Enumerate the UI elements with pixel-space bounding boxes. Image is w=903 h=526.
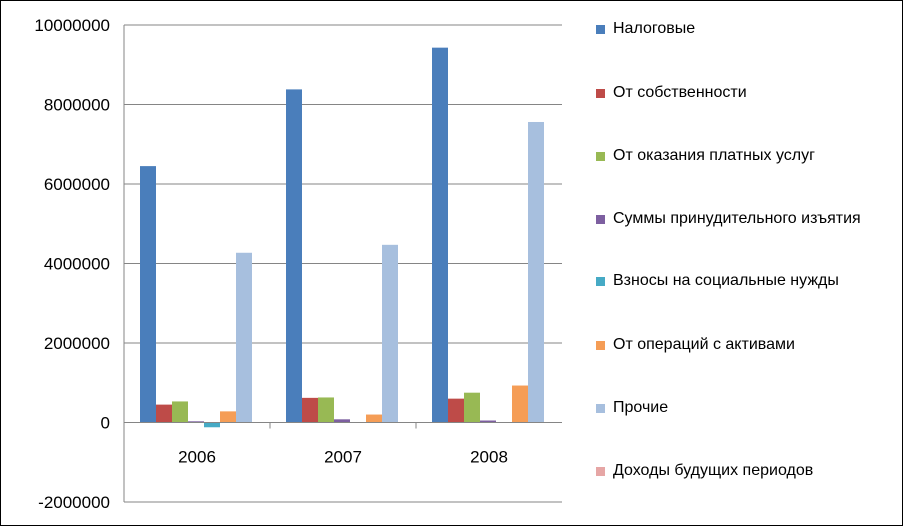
bar <box>528 121 544 423</box>
legend-swatch <box>596 25 605 34</box>
y-tick-label: 8000000 <box>44 96 110 115</box>
bar <box>156 404 172 423</box>
legend-item: Суммы принудительного изъятия <box>596 208 886 230</box>
y-tick-label: 0 <box>101 414 110 433</box>
bar <box>188 421 204 423</box>
legend-item: От собственности <box>596 82 886 104</box>
bar <box>220 411 236 423</box>
legend-item: Взносы на социальные нужды <box>596 270 886 292</box>
legend-item: Доходы будущих периодов <box>596 460 886 482</box>
bar <box>172 401 188 423</box>
legend-swatch <box>596 215 605 224</box>
y-tick-label: -2000000 <box>38 493 110 512</box>
legend-swatch <box>596 277 605 286</box>
legend-swatch <box>596 467 605 476</box>
legend-label: Доходы будущих периодов <box>613 462 814 479</box>
bar <box>286 89 302 423</box>
x-tick-label: 2006 <box>178 448 216 467</box>
legend-item: От оказания платных услуг <box>596 145 886 167</box>
x-axis-labels: 2006 2007 2008 <box>178 448 508 467</box>
bar <box>448 398 464 423</box>
y-axis-labels: -2000000 0 2000000 4000000 6000000 8000000 100… <box>34 16 110 512</box>
bar <box>366 414 382 423</box>
bar <box>382 244 398 423</box>
legend-label: Суммы принудительного изъятия <box>613 210 861 227</box>
bars <box>140 47 544 428</box>
legend-label: Прочие <box>613 399 669 416</box>
legend-item: Налоговые <box>596 18 886 40</box>
bar <box>464 392 480 423</box>
legend-label: Налоговые <box>613 20 696 37</box>
legend-swatch <box>596 89 605 98</box>
bar <box>432 47 448 423</box>
bar <box>480 420 496 423</box>
y-tick-label: 10000000 <box>34 16 110 35</box>
legend-label: От собственности <box>613 84 747 101</box>
bar <box>512 385 528 423</box>
legend-item: Прочие <box>596 397 886 419</box>
x-tick-label: 2008 <box>470 448 508 467</box>
legend-item: От операций с активами <box>596 334 886 356</box>
legend-label: От операций с активами <box>613 336 795 353</box>
y-tick-label: 4000000 <box>44 255 110 274</box>
legend-swatch <box>596 152 605 161</box>
bar <box>302 397 318 423</box>
bar <box>318 397 334 423</box>
legend-label: Взносы на социальные нужды <box>613 272 839 289</box>
legend-swatch <box>596 341 605 350</box>
gridlines <box>124 24 562 503</box>
x-tick-label: 2007 <box>324 448 362 467</box>
bar <box>236 252 252 423</box>
legend-label: От оказания платных услуг <box>613 147 815 164</box>
y-tick-label: 6000000 <box>44 175 110 194</box>
legend-swatch <box>596 404 605 413</box>
y-tick-label: 2000000 <box>44 334 110 353</box>
bar <box>140 166 156 423</box>
bar <box>204 422 220 428</box>
bar <box>334 419 350 423</box>
axes <box>123 25 562 502</box>
